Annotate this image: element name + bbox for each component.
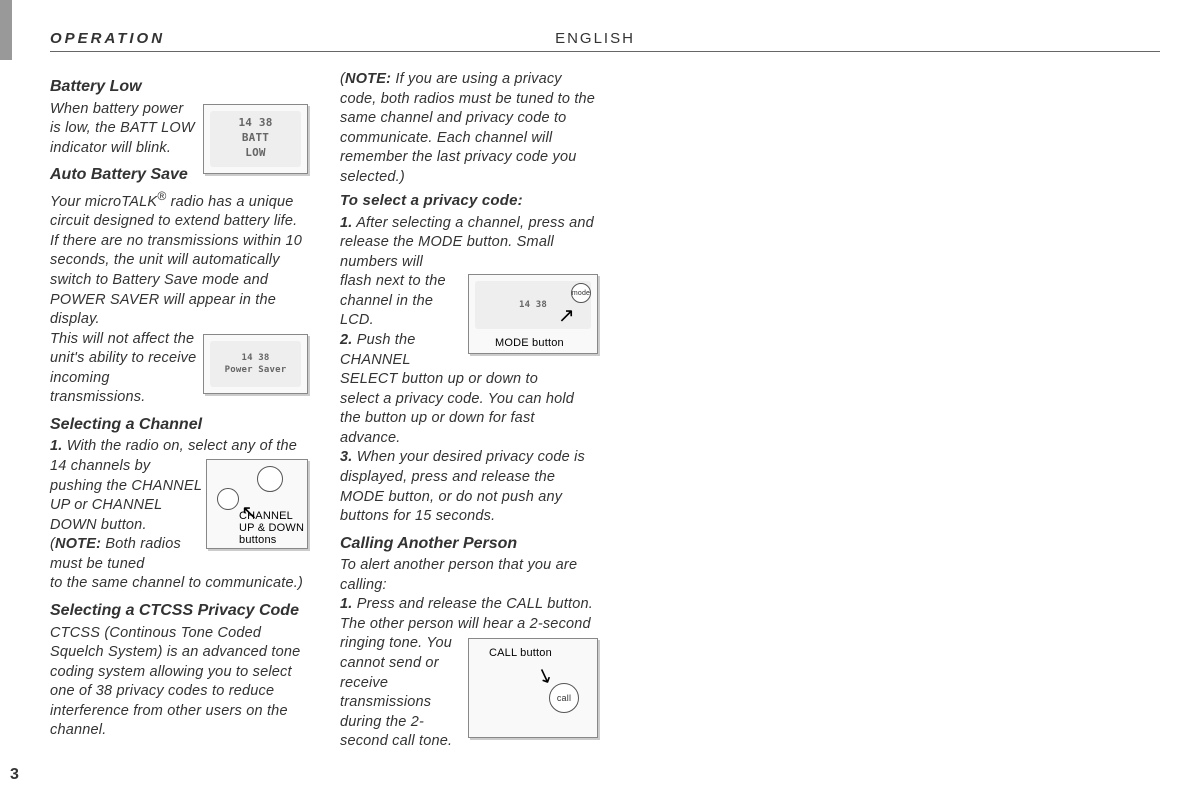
side-tab [0, 0, 12, 60]
section-title: OPERATION [50, 30, 165, 47]
step-number: 2. [340, 332, 353, 348]
call-button-graphic: call [549, 683, 579, 713]
step-select-channel: 1. With the radio on, select any of the [50, 437, 308, 457]
step-number: 1. [340, 215, 353, 231]
figure-label: MODE button [495, 337, 564, 349]
text-fragment: After selecting a channel, press and rel… [340, 215, 594, 270]
arrow-icon: ↗ [558, 303, 575, 330]
lcd-power-saver-figure: 14 38 Power Saver [203, 334, 308, 394]
column-left: Battery Low 14 38 BATT LOW When battery … [50, 70, 308, 752]
figure-label: CHANNEL UP & DOWN buttons [239, 510, 307, 546]
step-number: 1. [340, 596, 353, 612]
channel-buttons-figure: ↖ CHANNEL UP & DOWN buttons [206, 459, 308, 549]
text-privacy-note: (NOTE: If you are using a privacy code, … [340, 70, 598, 187]
heading-calling: Calling Another Person [340, 533, 598, 555]
mode-button-figure: 14 38 mode ↗ MODE button [468, 274, 598, 354]
language-label: ENGLISH [555, 30, 635, 47]
content-columns: Battery Low 14 38 BATT LOW When battery … [50, 70, 1160, 752]
text-fragment: With the radio on, select any of the [63, 438, 298, 454]
step-privacy-1: 1. After selecting a channel, press and … [340, 214, 598, 273]
button-graphic [217, 488, 239, 510]
text-channel-tail: to the same channel to communicate.) [50, 574, 308, 594]
text-fragment: Your microTALK [50, 194, 157, 210]
step-number: 3. [340, 449, 353, 465]
text-calling-intro: To alert another person that you are cal… [340, 556, 598, 595]
text-privacy-2-tail: select a privacy code. You can hold the … [340, 390, 598, 449]
heading-select-privacy: To select a privacy code: [340, 191, 598, 211]
heading-select-channel: Selecting a Channel [50, 414, 308, 436]
heading-battery-low: Battery Low [50, 76, 308, 98]
lcd-batt-low-text: 14 38 BATT LOW [210, 111, 301, 167]
page-header: OPERATION ENGLISH [50, 30, 1160, 52]
step-calling: 1. Press and release the CALL button. Th… [340, 595, 598, 634]
lcd-power-saver-text: 14 38 Power Saver [210, 341, 301, 387]
note-label: NOTE: [345, 71, 391, 87]
text-fragment: When your desired privacy code is displa… [340, 449, 585, 524]
page-number: 3 [10, 766, 19, 784]
text-fragment: If you are using a privacy code, both ra… [340, 71, 595, 185]
button-graphic [257, 466, 283, 492]
heading-ctcss: Selecting a CTCSS Privacy Code [50, 600, 308, 622]
step-number: 1. [50, 438, 63, 454]
text-auto-battery-save: Your microTALK® radio has a unique circu… [50, 188, 308, 330]
call-button-figure: call ↘ CALL button [468, 638, 598, 738]
text-fragment: Press and release the CALL button. The o… [340, 596, 593, 632]
step-privacy-3: 3. When your desired privacy code is dis… [340, 448, 598, 526]
lcd-batt-low-figure: 14 38 BATT LOW [203, 104, 308, 174]
note-label: NOTE: [55, 536, 101, 552]
text-ctcss: CTCSS (Continous Tone Coded Squelch Syst… [50, 624, 308, 741]
text-fragment: radio has a unique circuit designed to e… [50, 194, 302, 327]
column-right: (NOTE: If you are using a privacy code, … [340, 70, 598, 752]
figure-label: CALL button [489, 647, 552, 659]
